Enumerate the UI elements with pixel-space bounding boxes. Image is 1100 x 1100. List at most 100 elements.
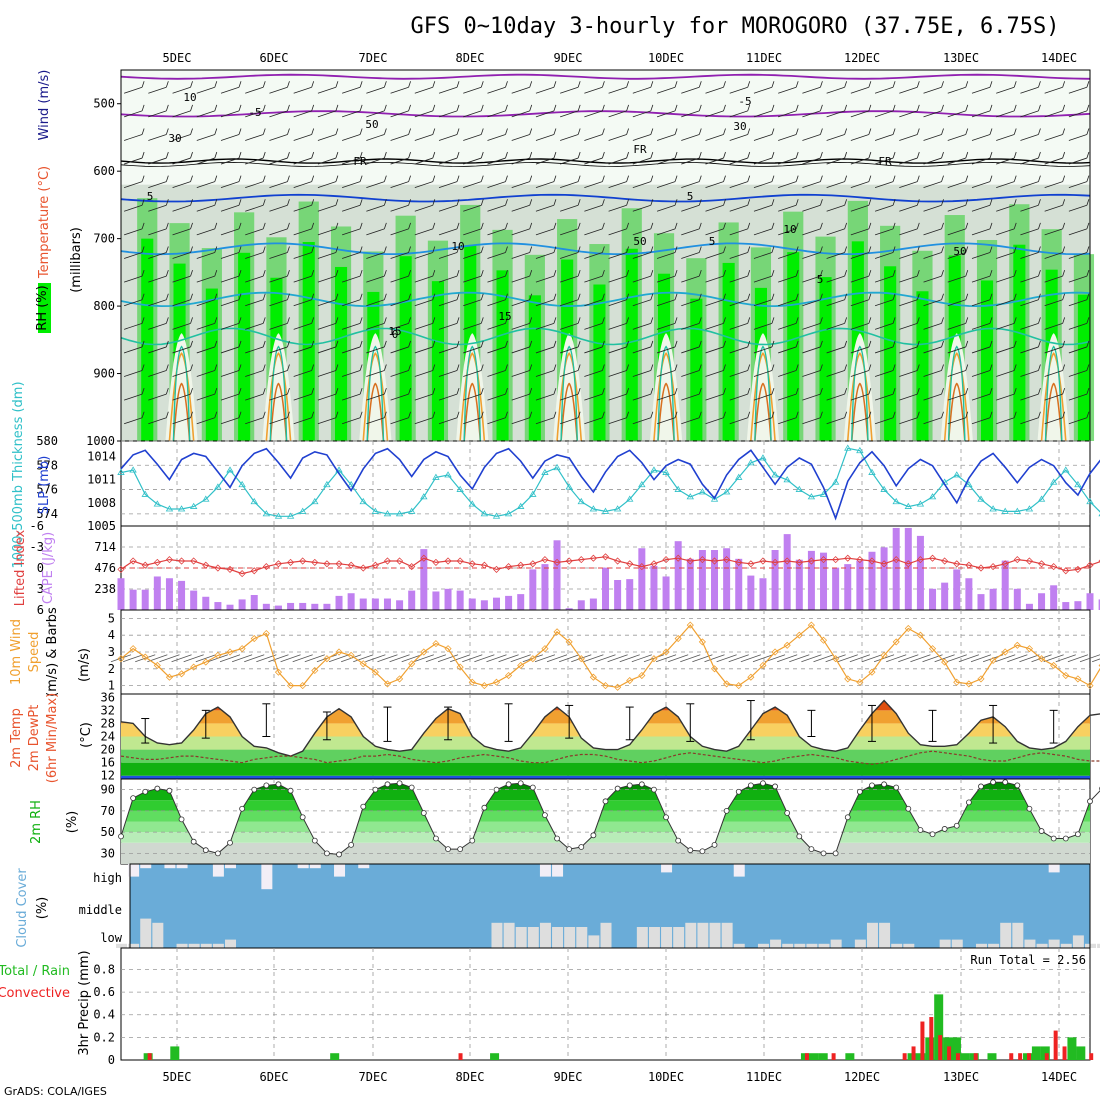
wind-barb <box>245 228 264 236</box>
wind-barb <box>632 322 651 330</box>
wind-barb-flag <box>602 151 605 159</box>
wind-speed-point <box>505 671 513 680</box>
wind-barb <box>753 228 773 236</box>
wind-barb <box>560 181 579 189</box>
wind-barb <box>608 181 627 189</box>
cape-bar <box>880 547 888 610</box>
wind-speed-point <box>359 660 367 668</box>
wind-barb-flag <box>723 340 726 348</box>
lifted-index-point <box>165 556 174 564</box>
wind-barb <box>778 393 797 401</box>
wind-speed-point <box>832 655 840 663</box>
wind-speed-point <box>844 675 852 683</box>
wind-barb-flag <box>820 175 823 182</box>
wind-barb <box>1044 417 1063 425</box>
wind-barb-flag <box>432 199 436 206</box>
wind-barb-flag <box>916 175 920 182</box>
lifted-index-point <box>287 558 295 566</box>
low-cloud-gap <box>1048 939 1060 948</box>
wind-barb <box>996 322 1015 330</box>
rh-point <box>311 837 318 844</box>
wind-barb-flag <box>456 151 460 159</box>
wind-speed-point <box>262 629 270 638</box>
wind-barb-flag <box>626 81 629 88</box>
surface-wind-barb <box>886 654 907 663</box>
wind-speed-point <box>807 621 815 629</box>
wind-barb <box>245 393 264 401</box>
wind-barb-flag <box>287 364 290 371</box>
wind-speed-point <box>674 634 682 643</box>
wind-barb <box>390 393 409 401</box>
thickness-point <box>262 510 271 517</box>
cape-bar <box>735 558 743 610</box>
cape-bar <box>783 534 791 610</box>
lifted-index-point <box>650 560 658 568</box>
wind-barb-flag <box>771 246 775 253</box>
precip-total-bar <box>987 1053 997 1060</box>
wind-barb <box>220 86 240 94</box>
wind-barb-flag <box>577 175 581 182</box>
wind-speed-point <box>941 658 949 666</box>
wind-barb <box>148 110 167 118</box>
wind-barb <box>535 299 555 307</box>
wind-barb <box>172 275 191 283</box>
wind-barb-flag <box>820 317 823 324</box>
wind-barb <box>414 228 433 236</box>
wind-barb <box>245 252 264 259</box>
rh-point <box>408 784 415 791</box>
cape-bar <box>420 549 428 610</box>
rh-point <box>735 788 742 795</box>
wind-barb-flag <box>1086 128 1090 135</box>
wind-barb <box>850 204 869 212</box>
cape-bar <box>1062 602 1070 610</box>
wind-barb-flag <box>989 199 993 206</box>
wind-barb <box>1020 134 1039 141</box>
wind-barb-flag <box>335 293 339 300</box>
wind-barb <box>826 204 845 212</box>
rh-point <box>251 786 258 793</box>
precip-tick-label: 0.6 <box>93 985 115 999</box>
wind-barb-flag <box>456 388 460 395</box>
wind-barb <box>753 157 773 165</box>
wind-barb <box>923 86 942 94</box>
surface-wind-barb <box>122 654 144 663</box>
wind-barb-flag <box>456 199 460 206</box>
contour-label: 50 <box>633 235 646 248</box>
wind-barb <box>342 370 361 377</box>
cape-bar <box>989 588 997 610</box>
wind-barb <box>1044 181 1063 189</box>
wind-barb-flag <box>868 340 872 348</box>
wind-barb <box>656 417 676 425</box>
wind-barb <box>293 228 312 236</box>
wind-barb-flag <box>529 317 533 324</box>
wind-barb-flag <box>141 222 145 230</box>
wind-barb <box>681 228 700 236</box>
high-cloud-gap <box>539 864 551 877</box>
wind-barb <box>317 110 337 118</box>
day-label-bottom: 13DEC <box>943 1070 979 1084</box>
wind-barb <box>560 417 579 425</box>
rh-point <box>1087 798 1093 805</box>
wind-barb-flag <box>529 293 533 300</box>
wind-barb <box>584 181 603 189</box>
rh-saturated-plume <box>593 284 606 441</box>
wind-barb-flag <box>674 246 678 253</box>
thickness-point <box>177 505 186 512</box>
wind-barb <box>463 417 482 425</box>
wind-barb <box>220 370 240 377</box>
wind-barb-flag <box>383 411 387 418</box>
rh-point <box>1014 782 1021 789</box>
precip-total-bar <box>960 1053 970 1060</box>
wind-barb <box>463 134 482 141</box>
wind-barb <box>1044 370 1063 377</box>
wind-barb <box>317 393 337 401</box>
wind-barb <box>947 86 966 94</box>
lifted-index-point <box>262 563 270 571</box>
wind-barb <box>390 157 409 165</box>
wind-barb-flag <box>747 222 751 230</box>
wind-barb <box>1068 157 1088 165</box>
rh-point <box>299 814 306 821</box>
slp-tick-label: 1008 <box>87 496 116 510</box>
cloud-level-label: high <box>93 871 122 885</box>
wind-barb <box>1020 110 1039 118</box>
